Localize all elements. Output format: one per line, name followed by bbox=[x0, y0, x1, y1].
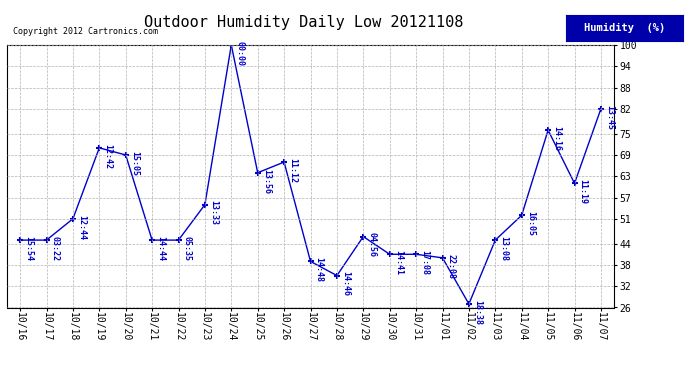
Text: 04:56: 04:56 bbox=[368, 232, 377, 257]
Text: 14:48: 14:48 bbox=[315, 257, 324, 282]
Text: 13:45: 13:45 bbox=[605, 105, 614, 130]
Text: 17:08: 17:08 bbox=[420, 250, 429, 275]
Text: 11:19: 11:19 bbox=[579, 179, 588, 204]
Text: 14:41: 14:41 bbox=[394, 250, 403, 275]
Text: 15:05: 15:05 bbox=[130, 151, 139, 176]
Text: 13:56: 13:56 bbox=[262, 168, 271, 194]
Text: 12:42: 12:42 bbox=[104, 144, 112, 169]
Text: 22:08: 22:08 bbox=[446, 254, 455, 279]
Text: 13:08: 13:08 bbox=[500, 236, 509, 261]
Text: 14:44: 14:44 bbox=[156, 236, 166, 261]
Text: 14:16: 14:16 bbox=[552, 126, 561, 151]
Text: Outdoor Humidity Daily Low 20121108: Outdoor Humidity Daily Low 20121108 bbox=[144, 15, 463, 30]
Text: 11:12: 11:12 bbox=[288, 158, 297, 183]
Text: 03:22: 03:22 bbox=[50, 236, 59, 261]
Text: 00:00: 00:00 bbox=[235, 41, 244, 66]
Text: Humidity  (%): Humidity (%) bbox=[584, 23, 665, 33]
Text: 16:05: 16:05 bbox=[526, 211, 535, 236]
Text: 14:46: 14:46 bbox=[341, 272, 350, 296]
Text: 13:33: 13:33 bbox=[209, 201, 218, 225]
Text: 05:35: 05:35 bbox=[183, 236, 192, 261]
Text: Copyright 2012 Cartronics.com: Copyright 2012 Cartronics.com bbox=[13, 27, 158, 36]
Text: 15:54: 15:54 bbox=[24, 236, 33, 261]
Text: 12:44: 12:44 bbox=[77, 214, 86, 240]
Text: 18:38: 18:38 bbox=[473, 300, 482, 325]
